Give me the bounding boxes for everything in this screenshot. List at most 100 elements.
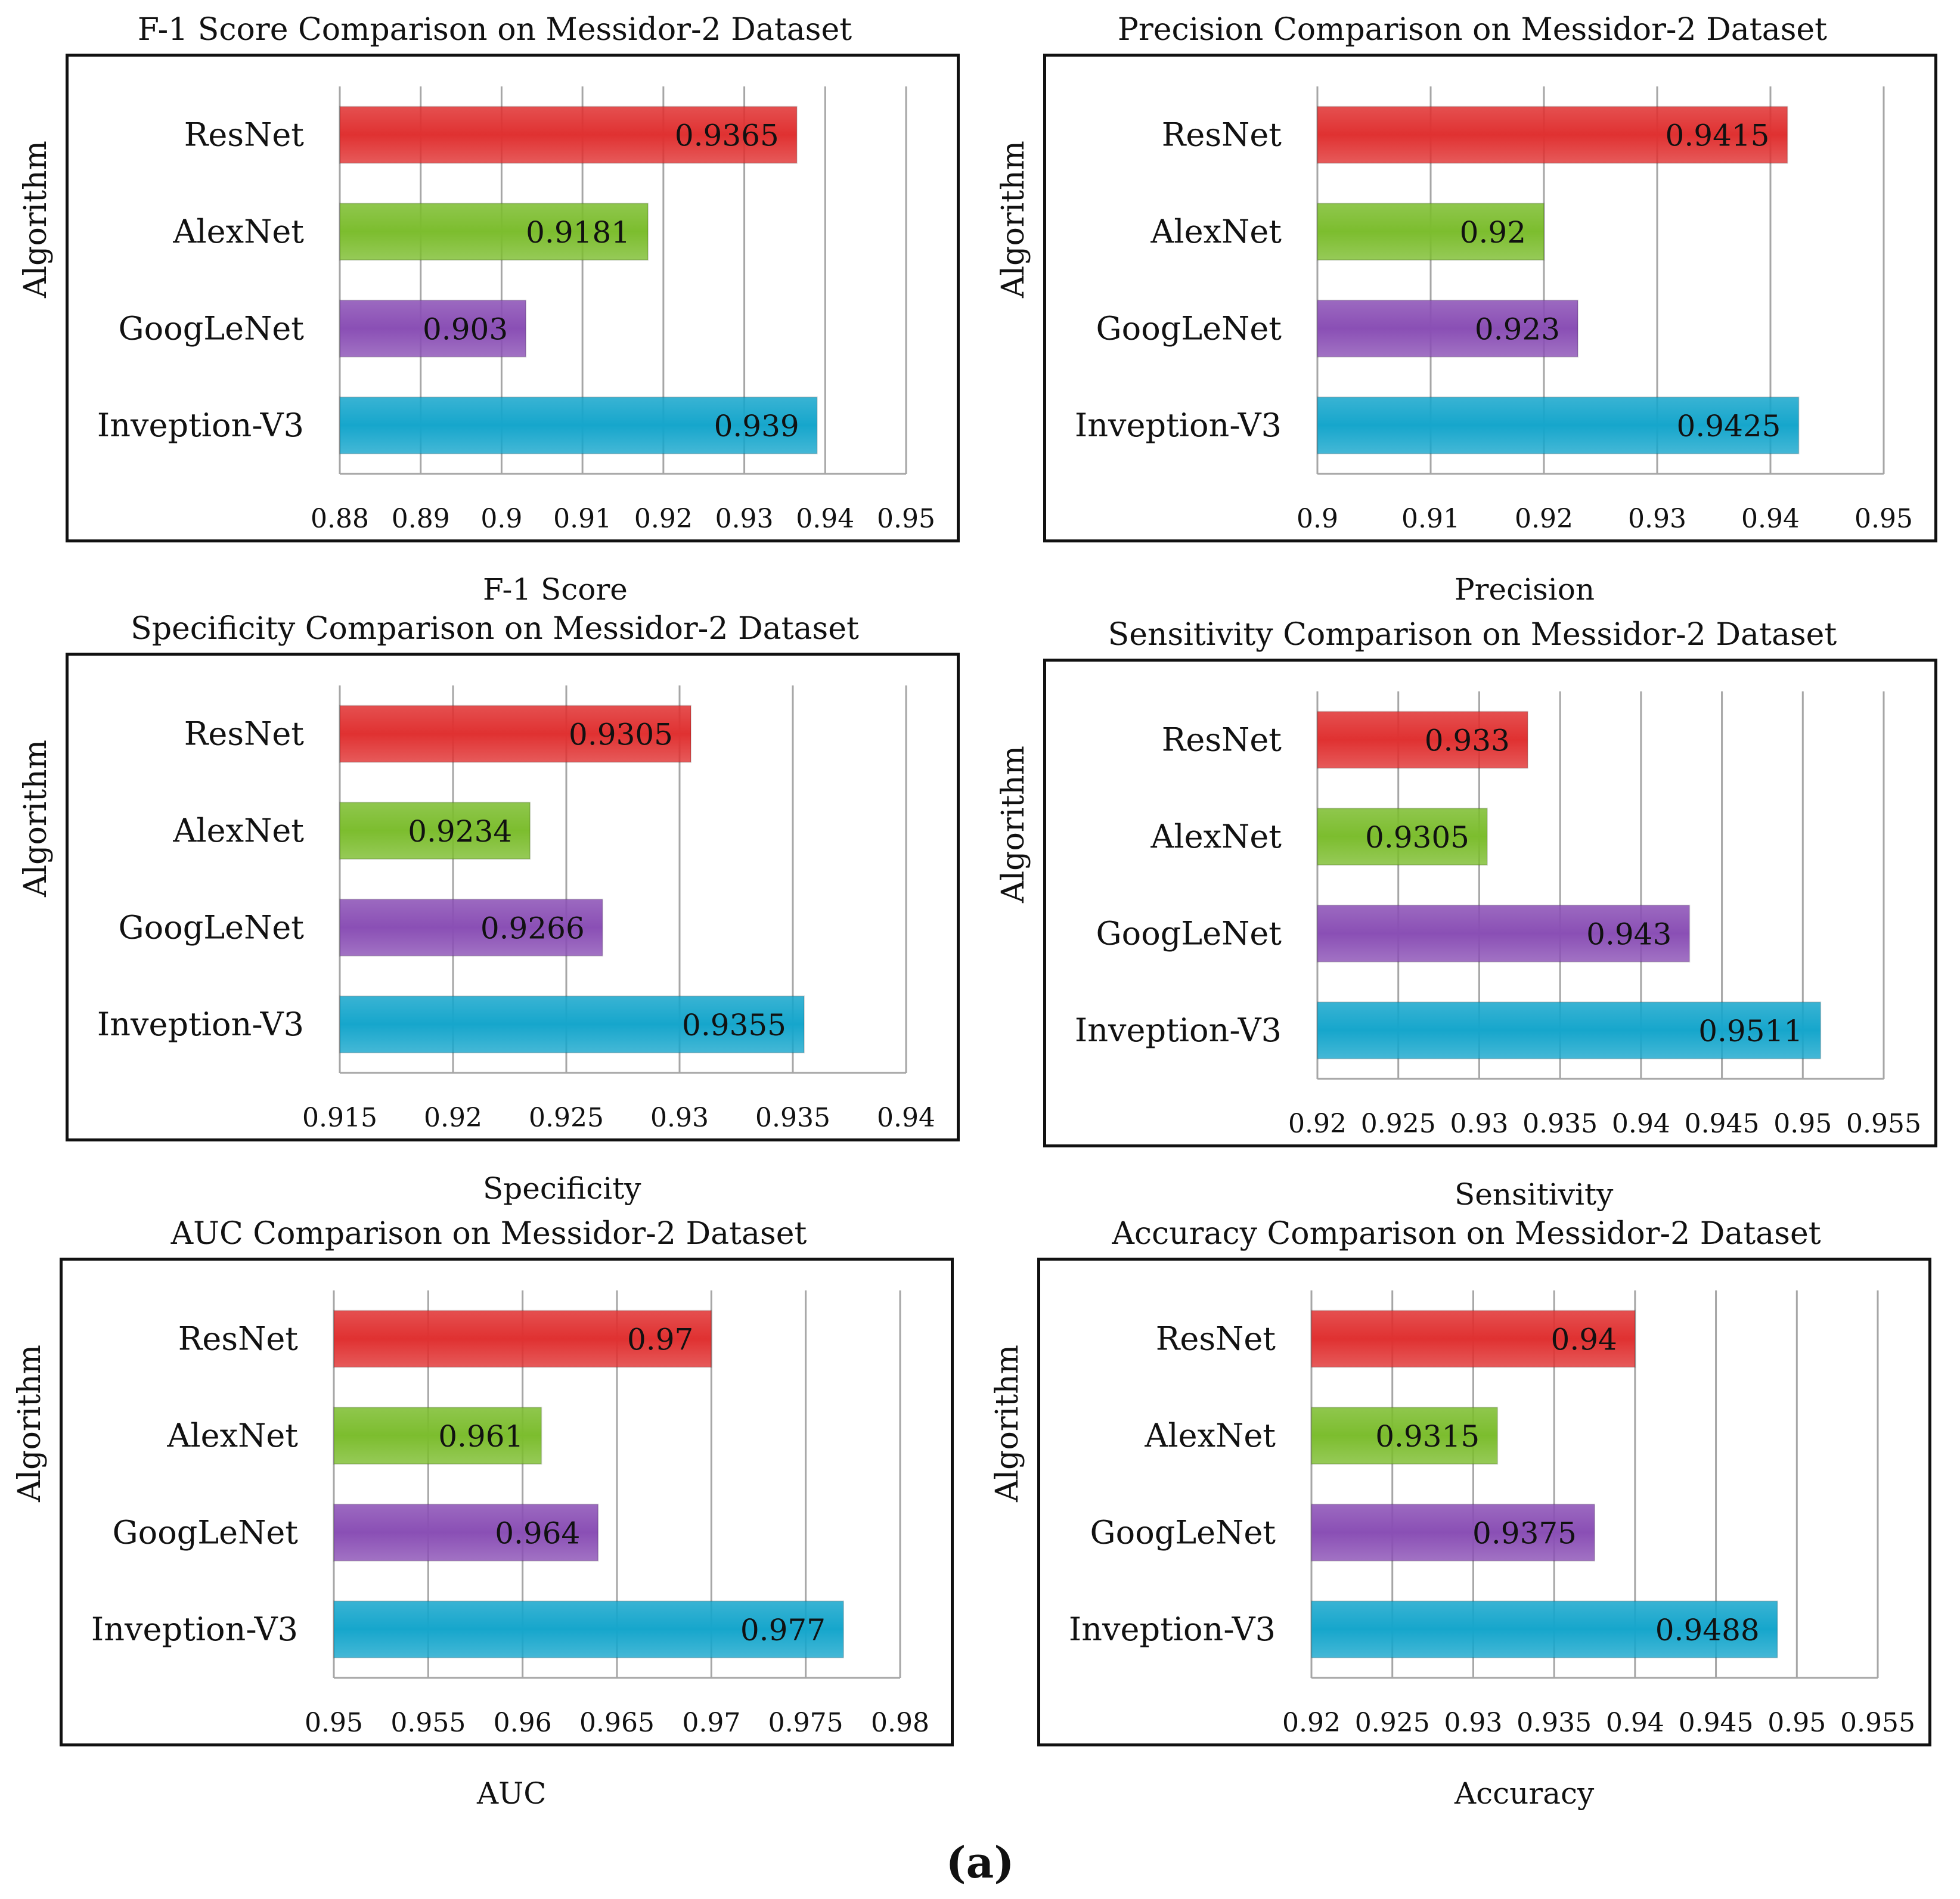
chart-frame (66, 653, 960, 1141)
y-tick-label: AlexNet (1150, 818, 1282, 855)
x-tick-label: 0.945 (1679, 1708, 1754, 1738)
x-tick-label: 0.955 (1840, 1708, 1915, 1738)
x-tick-label: 0.95 (1773, 1109, 1832, 1139)
x-tick-label: 0.94 (796, 504, 854, 534)
y-tick-label: AlexNet (1150, 213, 1282, 250)
x-tick-label: 0.965 (579, 1708, 655, 1738)
chart-sensitivity: Sensitivity Comparison on Messidor-2 Dat… (984, 617, 1960, 1219)
bar (333, 1407, 542, 1465)
x-tick-label: 0.91 (1401, 504, 1460, 534)
bar (339, 396, 818, 455)
y-tick-label: ResNet (1156, 1320, 1276, 1357)
x-tick-label: 0.98 (871, 1708, 929, 1738)
y-tick-label: Inveption-V3 (97, 407, 304, 444)
x-tick-label: 0.93 (1628, 504, 1686, 534)
x-tick-label: 0.955 (1846, 1109, 1921, 1139)
chart-title: Specificity Comparison on Messidor-2 Dat… (131, 611, 859, 647)
data-label: 0.961 (438, 1419, 523, 1454)
y-tick-label: ResNet (184, 715, 305, 752)
x-tick-label: 0.92 (1282, 1708, 1341, 1738)
y-tick-label: GoogLeNet (1090, 1513, 1276, 1551)
y-tick-label: AlexNet (166, 1417, 298, 1454)
bar (333, 1600, 844, 1659)
x-tick-label: 0.915 (302, 1103, 377, 1133)
y-axis-label: Algorithm (18, 740, 54, 897)
bar (339, 299, 527, 358)
chart-frame (1043, 659, 1937, 1147)
x-tick-label: 0.975 (768, 1708, 843, 1738)
x-tick-label: 0.94 (1741, 504, 1800, 534)
bar (339, 203, 649, 261)
x-tick-label: 0.925 (1355, 1708, 1430, 1738)
bar (333, 1503, 599, 1562)
chart-title: Precision Comparison on Messidor-2 Datas… (1117, 12, 1828, 48)
plot-area: 0.95 0.955 0.96 0.965 0.97 0.975 0.98 0.97 ResNe… (60, 1258, 954, 1746)
x-tick-label: 0.95 (877, 504, 935, 534)
y-tick-label: GoogLeNet (1096, 914, 1282, 952)
bar (339, 705, 691, 763)
x-tick-label: 0.93 (1444, 1708, 1502, 1738)
chart-title: AUC Comparison on Messidor-2 Dataset (170, 1216, 807, 1252)
bar (1317, 808, 1488, 866)
x-axis-label: F-1 Score (483, 572, 628, 607)
y-tick-label: AlexNet (1144, 1417, 1276, 1454)
x-tick-label: 0.92 (1288, 1109, 1347, 1139)
y-tick-label: Inveption-V3 (91, 1611, 298, 1648)
x-tick-label: 0.88 (311, 504, 369, 534)
chart-frame (66, 54, 960, 542)
data-label: 0.92 (1460, 215, 1526, 250)
y-axis-label: Algorithm (995, 141, 1031, 298)
figure-caption: (a) (0, 1839, 1960, 1886)
x-tick-label: 0.95 (305, 1708, 363, 1738)
x-tick-label: 0.9 (480, 504, 522, 534)
bar (1317, 904, 1691, 963)
bar (1311, 1503, 1595, 1562)
plot-area: 0.915 0.92 0.925 0.93 0.935 0.94 0.9305 ResNet 0… (66, 653, 960, 1141)
bar (1317, 203, 1545, 261)
x-tick-label: 0.9 (1297, 504, 1338, 534)
bar (339, 802, 531, 860)
x-tick-label: 0.925 (529, 1103, 604, 1133)
bar (1311, 1310, 1636, 1368)
x-tick-label: 0.97 (682, 1708, 740, 1738)
x-axis-label: Precision (1455, 572, 1595, 607)
plot-area: 0.92 0.925 0.93 0.935 0.94 0.945 0.95 0.955 0.94… (1037, 1258, 1931, 1746)
x-tick-label: 0.94 (1606, 1708, 1664, 1738)
x-tick-label: 0.95 (1854, 504, 1913, 534)
x-tick-label: 0.94 (877, 1103, 935, 1133)
data-label: 0.933 (1425, 723, 1510, 758)
x-tick-label: 0.92 (1515, 504, 1573, 534)
plot-area: 0.9 0.91 0.92 0.93 0.94 0.95 0.9415 ResNet 0.92 A… (1043, 54, 1937, 542)
x-tick-label: 0.94 (1612, 1109, 1670, 1139)
data-label: 0.9488 (1655, 1613, 1760, 1647)
chart-frame (60, 1258, 954, 1746)
chart-frame (1037, 1258, 1931, 1746)
bar (1311, 1407, 1499, 1465)
bar (339, 995, 805, 1054)
x-axis-label: Specificity (483, 1171, 641, 1206)
bar (1317, 299, 1578, 358)
y-tick-label: GoogLeNet (1096, 309, 1282, 347)
x-tick-label: 0.935 (1522, 1109, 1598, 1139)
data-label: 0.9305 (1365, 820, 1469, 855)
bar (1317, 710, 1528, 769)
y-tick-label: GoogLeNet (119, 908, 305, 946)
data-label: 0.9415 (1666, 118, 1770, 153)
y-axis-label: Algorithm (990, 1345, 1025, 1502)
chart-f1-score: F-1 Score Comparison on Messidor-2 Datas… (6, 12, 984, 614)
x-tick-label: 0.91 (553, 504, 612, 534)
y-axis-label: Algorithm (995, 746, 1031, 903)
x-axis-label: Accuracy (1455, 1776, 1595, 1811)
data-label: 0.97 (627, 1322, 693, 1357)
x-tick-label: 0.945 (1685, 1109, 1760, 1139)
data-label: 0.94 (1551, 1322, 1617, 1357)
y-tick-label: AlexNet (172, 213, 304, 250)
data-label: 0.9181 (526, 215, 630, 250)
x-axis-label: Sensitivity (1455, 1177, 1614, 1212)
data-label: 0.9234 (408, 814, 512, 849)
data-label: 0.9266 (480, 911, 585, 945)
data-label: 0.964 (495, 1516, 580, 1550)
x-tick-label: 0.92 (634, 504, 693, 534)
x-axis-label: AUC (477, 1776, 547, 1811)
y-tick-label: ResNet (184, 116, 305, 153)
